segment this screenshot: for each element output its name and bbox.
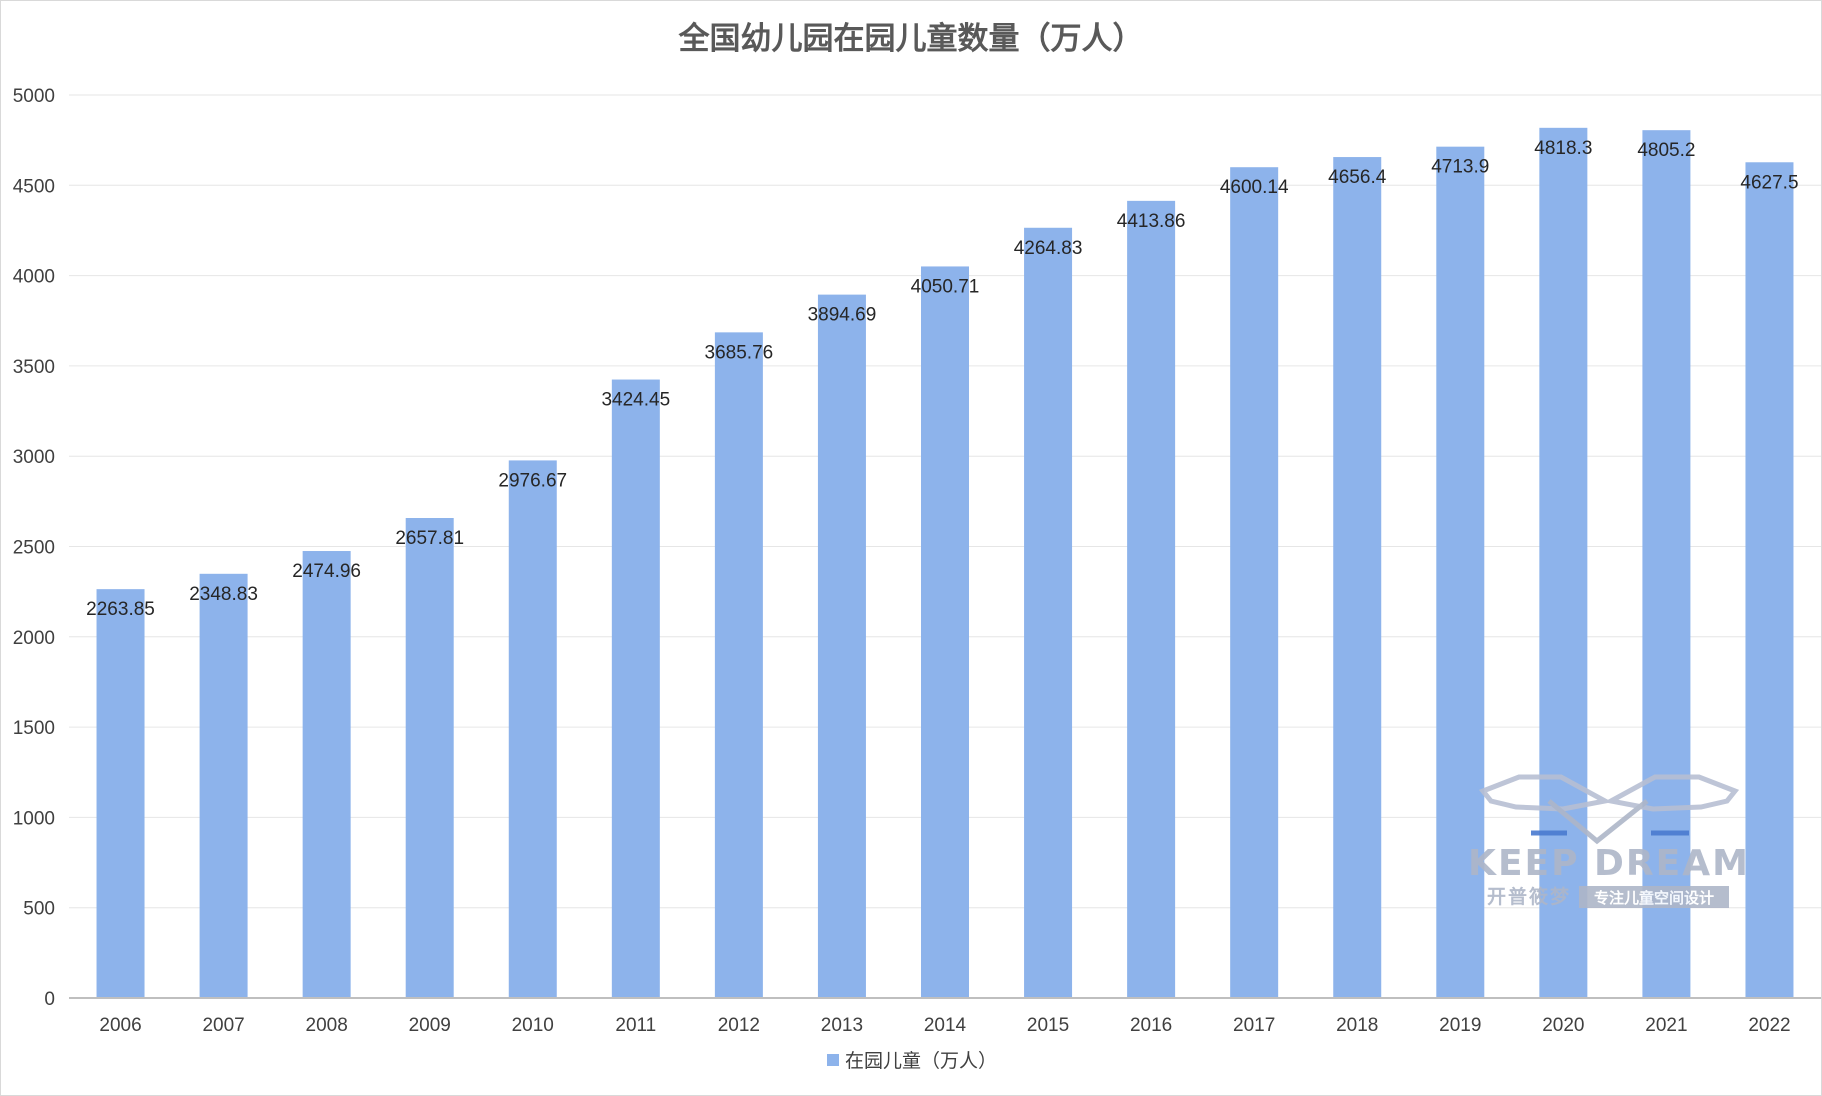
x-tick-label: 2007 xyxy=(202,1015,244,1036)
watermark-wing-right-icon xyxy=(1603,774,1740,812)
data-label: 4264.83 xyxy=(1014,238,1083,259)
data-label: 2348.83 xyxy=(189,584,258,605)
x-tick-label: 2006 xyxy=(99,1015,141,1036)
chart-title: 全国幼儿园在园儿童数量（万人） xyxy=(678,21,1144,57)
x-tick-label: 2015 xyxy=(1027,1015,1069,1036)
watermark: KEEP DREAM 开普筱梦 专注儿童空间设计 xyxy=(1468,774,1750,908)
x-tick-label: 2019 xyxy=(1439,1015,1481,1036)
bar xyxy=(817,294,866,998)
x-axis-ticks: 2006 2007 2008 2009 2010 2011 2012 2013 2014 2015… xyxy=(99,1015,1790,1036)
y-tick-label: 3500 xyxy=(13,357,55,378)
legend-swatch xyxy=(827,1054,839,1066)
data-label: 2474.96 xyxy=(292,561,361,582)
x-tick-label: 2020 xyxy=(1542,1015,1584,1036)
x-tick-label: 2010 xyxy=(512,1015,554,1036)
bar xyxy=(96,589,145,998)
y-tick-label: 4000 xyxy=(13,267,55,288)
bar xyxy=(1642,130,1691,998)
bar xyxy=(611,379,660,999)
y-tick-label: 1000 xyxy=(13,808,55,829)
bar xyxy=(1024,227,1073,998)
x-tick-label: 2014 xyxy=(924,1015,967,1036)
x-tick-label: 2008 xyxy=(306,1015,348,1036)
x-tick-label: 2016 xyxy=(1130,1015,1172,1036)
x-tick-label: 2018 xyxy=(1336,1015,1378,1036)
bar xyxy=(302,551,351,998)
watermark-wing-left-icon xyxy=(1478,774,1613,812)
x-tick-label: 2021 xyxy=(1645,1015,1687,1036)
bar xyxy=(921,266,969,998)
data-label: 4413.86 xyxy=(1117,211,1186,232)
y-tick-label: 4500 xyxy=(13,176,55,197)
data-label: 2976.67 xyxy=(498,470,567,491)
legend: 在园儿童（万人） xyxy=(827,1050,997,1072)
bar xyxy=(199,573,248,998)
x-tick-label: 2009 xyxy=(409,1015,451,1036)
data-label: 4818.3 xyxy=(1534,138,1592,159)
x-tick-label: 2017 xyxy=(1233,1015,1275,1036)
data-label: 2657.81 xyxy=(395,528,464,549)
y-tick-label: 2000 xyxy=(13,628,55,649)
x-tick-label: 2022 xyxy=(1748,1015,1790,1036)
data-label: 4713.9 xyxy=(1431,157,1489,178)
y-tick-label: 1500 xyxy=(13,718,55,739)
data-label: 3894.69 xyxy=(808,305,877,326)
x-tick-label: 2012 xyxy=(718,1015,760,1036)
y-tick-label: 3000 xyxy=(13,447,55,468)
bars xyxy=(96,127,1794,999)
bar xyxy=(405,517,454,998)
y-tick-label: 500 xyxy=(23,899,55,920)
watermark-brand: KEEP DREAM xyxy=(1468,843,1750,884)
x-tick-label: 2013 xyxy=(821,1015,863,1036)
watermark-tagline-box xyxy=(1579,886,1729,908)
watermark-v-icon xyxy=(1547,799,1649,845)
data-label: 3424.45 xyxy=(601,390,670,411)
bar xyxy=(1230,167,1279,998)
data-labels: 2263.85 2348.83 2474.96 2657.81 2976.67 3424.… xyxy=(86,138,1798,620)
data-label: 4050.71 xyxy=(911,276,980,297)
data-label: 4805.2 xyxy=(1637,140,1695,161)
bar xyxy=(1333,157,1382,999)
watermark-name: 开普筱梦 xyxy=(1487,885,1571,908)
bar xyxy=(1539,127,1588,999)
y-tick-label: 0 xyxy=(44,989,55,1010)
bar xyxy=(1127,200,1176,999)
data-label: 4600.14 xyxy=(1220,177,1289,198)
y-axis-ticks: 0 500 1000 1500 2000 2500 3000 3500 4000 4500 5000 xyxy=(13,86,55,1010)
x-tick-label: 2011 xyxy=(615,1015,656,1036)
bar xyxy=(1436,146,1485,998)
data-label: 4627.5 xyxy=(1740,172,1798,193)
bar xyxy=(1745,162,1794,998)
y-tick-label: 5000 xyxy=(13,86,55,107)
watermark-tagline: 专注儿童空间设计 xyxy=(1594,889,1714,907)
bar xyxy=(508,460,557,998)
bar xyxy=(714,332,763,998)
data-label: 2263.85 xyxy=(86,599,155,620)
legend-label: 在园儿童（万人） xyxy=(845,1050,997,1072)
y-tick-label: 2500 xyxy=(13,538,55,559)
data-label: 3685.76 xyxy=(705,342,774,363)
data-label: 4656.4 xyxy=(1328,167,1387,188)
